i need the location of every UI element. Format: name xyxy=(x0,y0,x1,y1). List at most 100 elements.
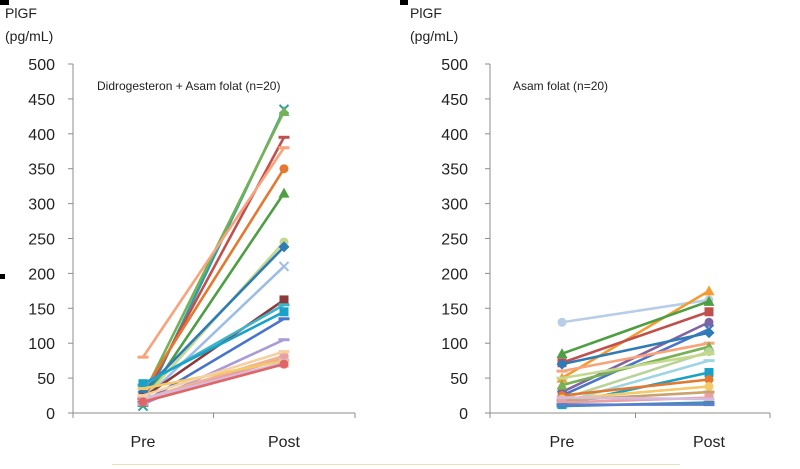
y-tick-label: 400 xyxy=(28,127,55,144)
y-tick-label: 300 xyxy=(441,197,468,214)
x-tick-label: Pre xyxy=(131,434,156,451)
y-axis-label: (pg/mL) xyxy=(410,28,458,44)
data-point xyxy=(556,358,568,370)
x-tick-label: Post xyxy=(268,434,301,451)
data-point xyxy=(557,317,567,327)
data-point xyxy=(703,401,715,405)
y-tick-label: 250 xyxy=(28,232,55,249)
y-tick-label: 0 xyxy=(46,406,55,423)
data-point xyxy=(278,146,290,150)
series-line xyxy=(560,341,711,373)
y-tick-label: 50 xyxy=(450,371,468,388)
bottom-rule xyxy=(112,464,680,465)
data-point xyxy=(138,397,148,407)
panel-mark-top-right xyxy=(400,0,408,5)
series-line xyxy=(560,298,711,324)
series-line xyxy=(141,245,286,394)
data-point xyxy=(704,381,714,391)
data-point xyxy=(278,105,290,116)
series-line xyxy=(560,359,711,404)
y-tick-label: 350 xyxy=(441,162,468,179)
y-tick-label: 250 xyxy=(441,232,468,249)
series-line xyxy=(560,378,711,397)
data-point xyxy=(279,307,289,317)
data-point xyxy=(703,295,715,306)
series-line xyxy=(560,289,711,380)
data-point xyxy=(137,394,149,398)
data-point xyxy=(703,390,715,394)
data-point xyxy=(703,359,715,363)
data-point xyxy=(279,354,289,364)
y-tick-label: 150 xyxy=(28,301,55,318)
data-point xyxy=(556,396,568,400)
series-line xyxy=(141,361,286,401)
y-tick-label: 150 xyxy=(441,301,468,318)
y-tick-label: 0 xyxy=(459,406,468,423)
data-point xyxy=(704,374,714,384)
panel-annotation: Asam folat (n=20) xyxy=(513,79,608,93)
panel-mark-mid-left xyxy=(0,274,5,279)
series-line xyxy=(560,331,711,366)
series-line xyxy=(560,327,711,397)
data-point xyxy=(703,397,715,401)
data-point xyxy=(557,398,567,408)
data-point xyxy=(278,135,290,139)
data-point xyxy=(703,327,715,339)
data-point xyxy=(703,285,715,296)
series-line xyxy=(141,310,286,385)
series-line xyxy=(560,350,711,401)
data-point xyxy=(278,350,290,354)
y-tick-label: 450 xyxy=(441,92,468,109)
data-point xyxy=(556,379,568,390)
series-line xyxy=(560,352,711,380)
y-tick-label: 50 xyxy=(37,371,55,388)
panel-annotation: Didrogesteron + Asam folat (n=20) xyxy=(97,79,280,93)
y-tick-label: 300 xyxy=(28,197,55,214)
data-point xyxy=(703,403,715,407)
data-point xyxy=(138,379,148,389)
data-point xyxy=(279,164,289,174)
series-line xyxy=(560,300,711,355)
data-point xyxy=(278,317,290,321)
chart-left-panel: PlGF (pg/mL) 0 50 100 150 200 250 300 350 400 450 50… xyxy=(5,5,356,451)
y-axis-label: (pg/mL) xyxy=(5,28,53,44)
series-line xyxy=(141,146,286,359)
data-point xyxy=(278,261,290,272)
data-point xyxy=(703,352,715,356)
data-point xyxy=(137,387,149,391)
series-line xyxy=(141,362,286,404)
data-point xyxy=(556,369,568,373)
y-tick-label: 400 xyxy=(441,127,468,144)
series-line xyxy=(560,310,711,365)
data-point xyxy=(278,241,290,253)
data-point xyxy=(137,355,149,359)
y-tick-label: 100 xyxy=(441,336,468,353)
series-line xyxy=(560,396,711,401)
data-point xyxy=(704,307,714,317)
y-tick-label: 500 xyxy=(28,57,55,74)
data-point xyxy=(704,317,714,327)
series-line xyxy=(141,167,286,394)
y-axis-label: PlGF xyxy=(5,5,37,21)
series-line xyxy=(141,265,286,402)
x-tick-label: Post xyxy=(693,434,726,451)
data-point xyxy=(704,368,714,378)
data-point xyxy=(278,303,290,307)
y-tick-label: 350 xyxy=(28,162,55,179)
data-point xyxy=(278,338,290,342)
data-point xyxy=(279,359,289,369)
data-point xyxy=(279,295,289,305)
data-point xyxy=(556,376,568,380)
y-tick-label: 500 xyxy=(441,57,468,74)
x-tick-label: Pre xyxy=(550,434,575,451)
y-tick-label: 100 xyxy=(28,336,55,353)
y-tick-label: 450 xyxy=(28,92,55,109)
data-point xyxy=(556,403,568,407)
y-axis-label: PlGF xyxy=(410,5,442,21)
y-tick-label: 200 xyxy=(28,266,55,283)
panel-mark-top-left xyxy=(0,0,9,5)
y-tick-label: 200 xyxy=(441,266,468,283)
series-line xyxy=(141,350,286,397)
chart-right-panel: PlGF (pg/mL) 0 50 100 150 200 250 300 350 400 450 50… xyxy=(410,5,771,451)
